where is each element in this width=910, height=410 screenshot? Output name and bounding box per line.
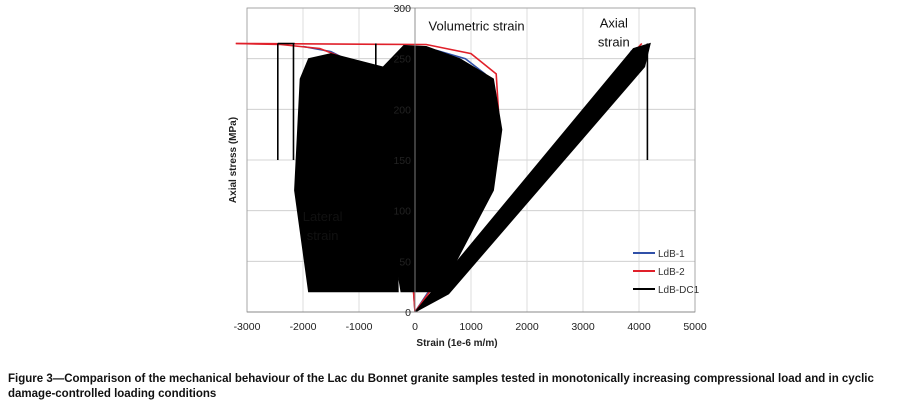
chart-annotation: strain	[307, 228, 339, 243]
legend-label: LdB-DC1	[658, 285, 700, 296]
annotations: Volumetric strain Axial strain Lateral strai…	[303, 15, 630, 243]
y-axis-title: Axial stress (MPa)	[228, 117, 239, 203]
series-ldb-dc1	[276, 42, 651, 313]
chart-annotation: Lateral	[303, 209, 343, 224]
chart-annotation: Volumetric strain	[429, 18, 525, 33]
x-axis-title: Strain (1e-6 m/m)	[416, 338, 497, 349]
x-tick-label: 4000	[627, 321, 651, 333]
y-tick-label: 100	[393, 206, 411, 218]
ldb-dc1-lateral-envelope	[294, 53, 399, 293]
y-tick-label: 50	[399, 256, 411, 268]
y-tick-label: 0	[405, 307, 411, 319]
y-tick-label: 200	[393, 104, 411, 116]
ldb-dc1-volumetric-envelope	[380, 44, 503, 293]
legend-label: LdB-2	[658, 267, 685, 278]
y-tick-label: 300	[393, 3, 411, 15]
y-tick-label: 250	[393, 54, 411, 66]
tick-labels: -3000 -2000 -1000 0 1000 2000 3000 4000 5000 0 50 1…	[234, 3, 707, 333]
x-tick-label: 5000	[683, 321, 707, 333]
legend-label: LdB-1	[658, 249, 685, 260]
x-tick-label: 0	[412, 321, 418, 333]
x-tick-label: 2000	[515, 321, 539, 333]
axes	[247, 8, 695, 313]
stress-strain-chart: -3000 -2000 -1000 0 1000 2000 3000 4000 5000 0 50 1…	[228, 3, 707, 349]
x-tick-label: 1000	[459, 321, 483, 333]
x-tick-label: -2000	[290, 321, 317, 333]
series-layer	[235, 42, 651, 313]
chart-annotation: Axial	[600, 15, 628, 30]
x-tick-label: 3000	[571, 321, 595, 333]
figure-caption: Figure 3—Comparison of the mechanical be…	[8, 373, 874, 400]
x-tick-label: -3000	[234, 321, 261, 333]
y-tick-label: 150	[393, 155, 411, 167]
x-tick-label: -1000	[346, 321, 373, 333]
chart-annotation: strain	[598, 35, 630, 50]
legend: LdB-1 LdB-2 LdB-DC1	[633, 249, 700, 296]
